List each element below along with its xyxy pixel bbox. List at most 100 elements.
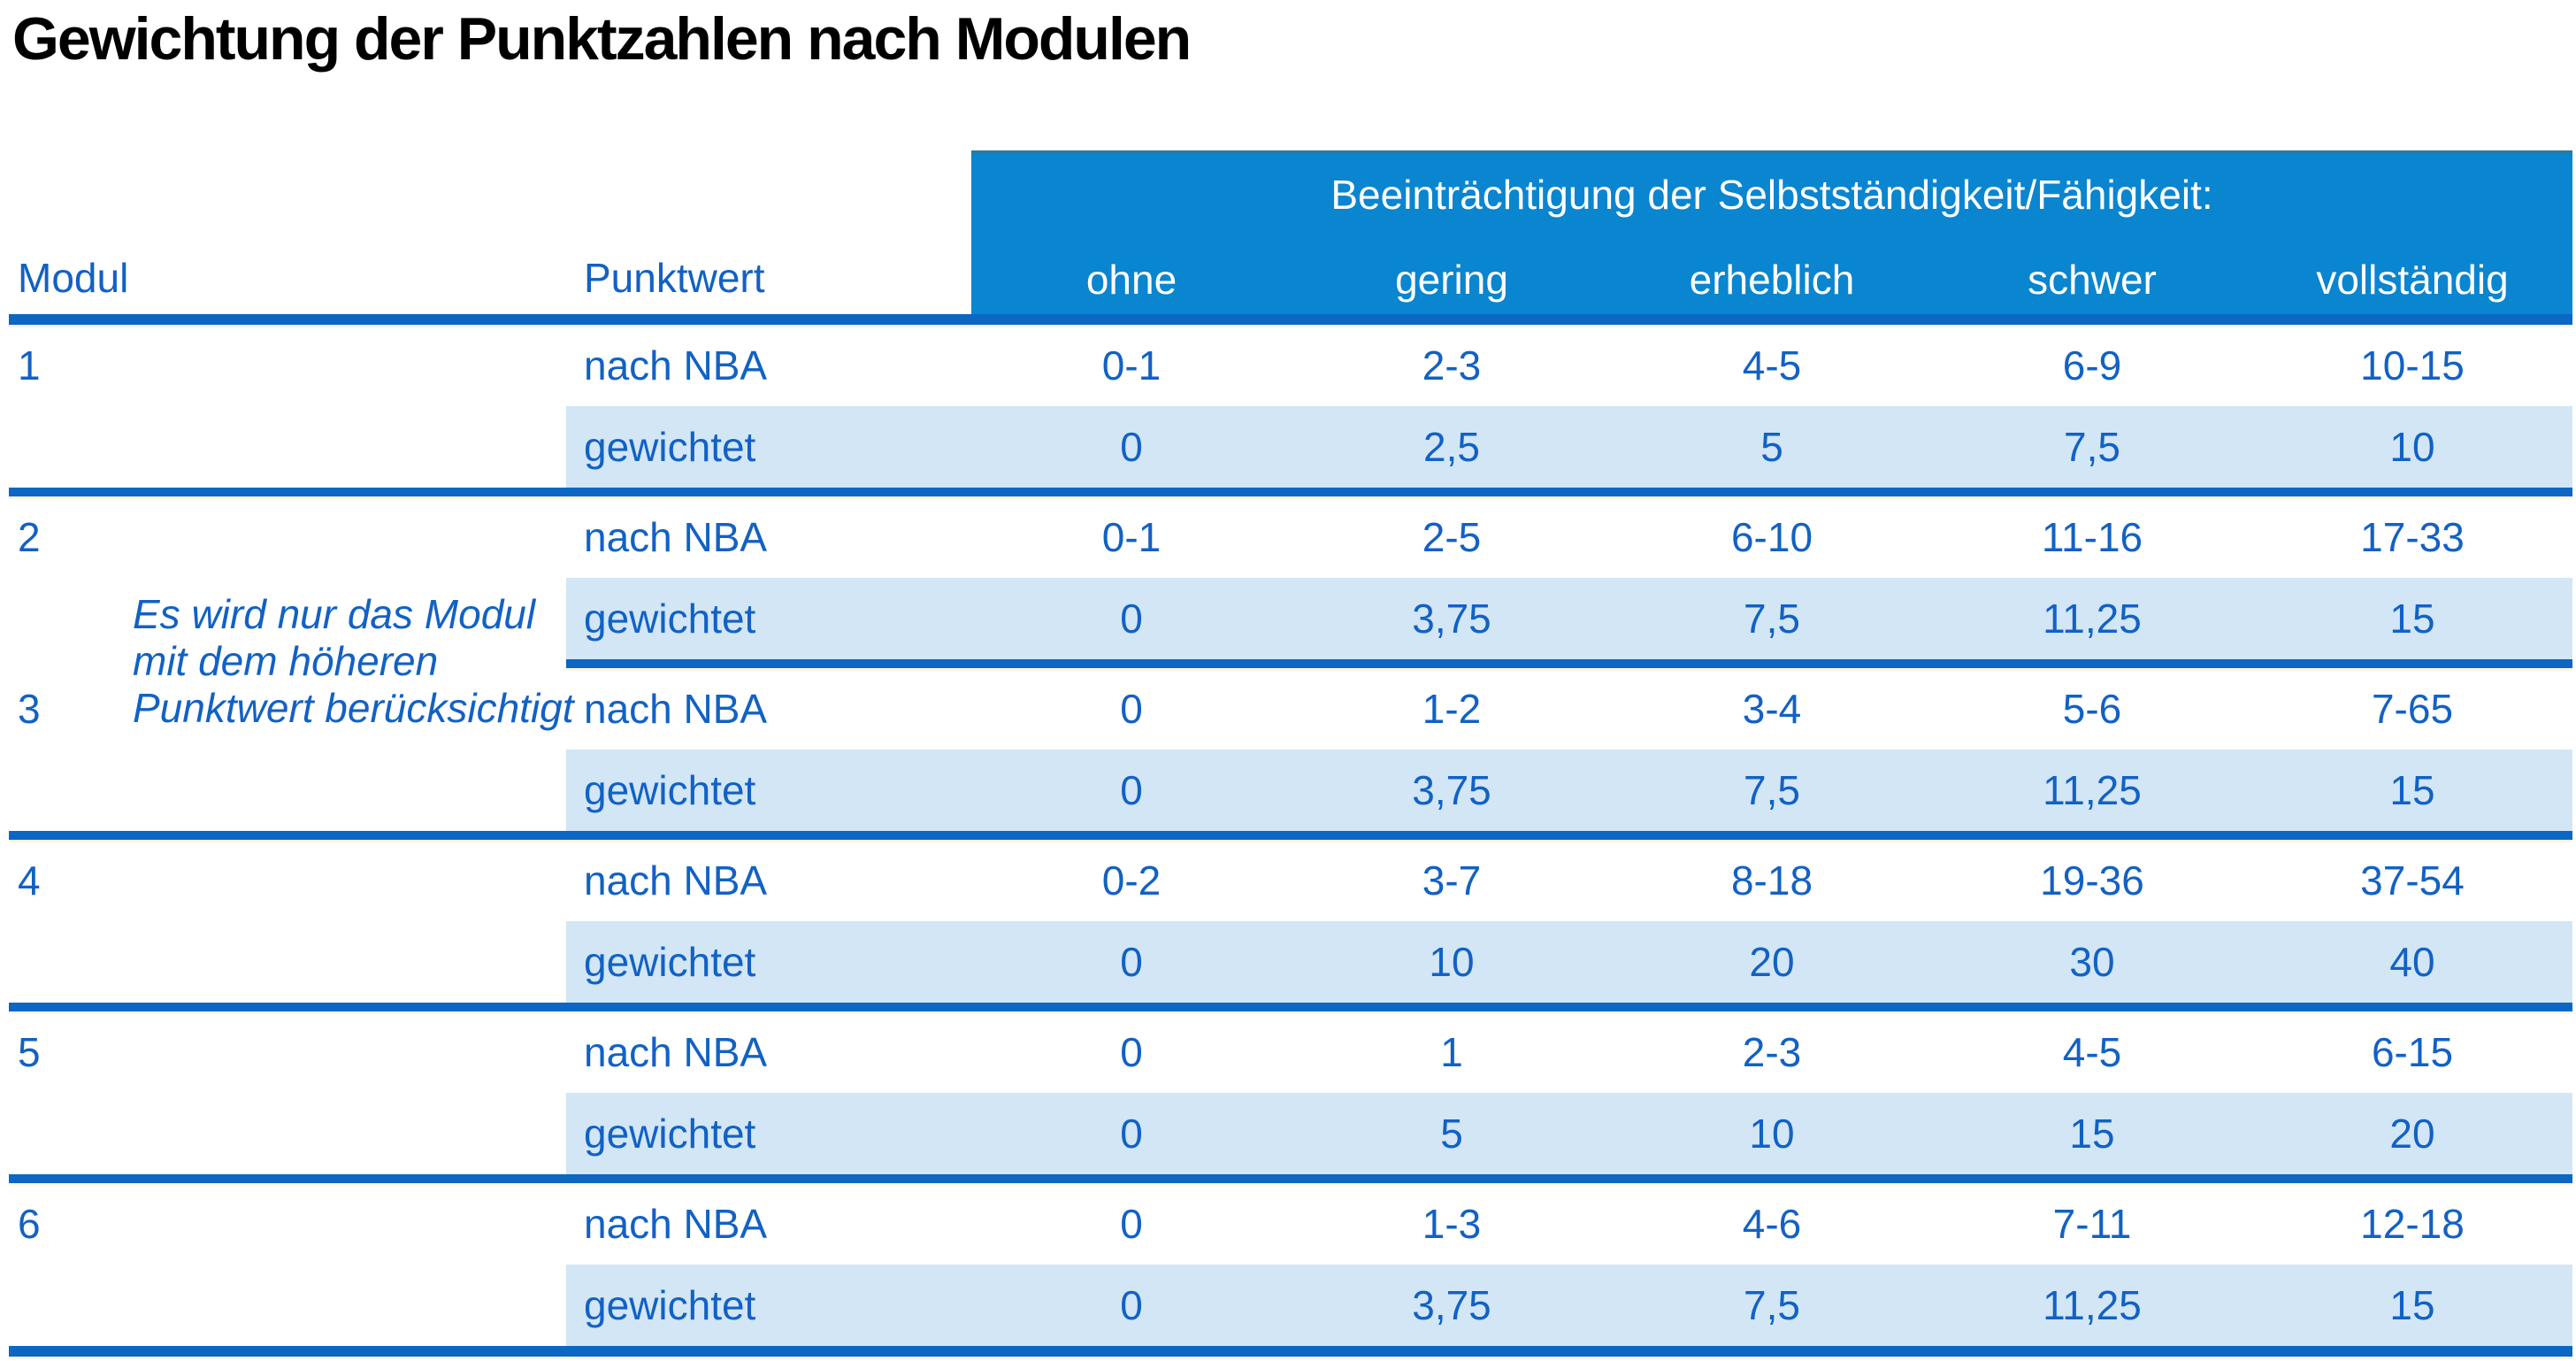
value-cell: 17-33: [2360, 514, 2465, 560]
module-number: 5: [18, 1029, 41, 1075]
row-label-gewichtet: gewichtet: [584, 939, 756, 985]
module-number: 2: [18, 514, 41, 560]
value-cell: 0: [1120, 424, 1143, 470]
value-cell: 11,25: [2043, 767, 2142, 813]
table-row: 2 nach NBA 0-1 2-5 6-10 11-16 17-33: [0, 496, 2572, 578]
value-cell: 7-11: [2052, 1201, 2132, 1247]
header-rule: [9, 314, 2572, 325]
value-cell: 4-5: [2062, 1029, 2122, 1075]
table-row: gewichtet 0 2,5 5 7,5 10: [0, 406, 2572, 488]
note-line: Es wird nur das Modul: [133, 591, 536, 637]
value-cell: 15: [2389, 1282, 2435, 1328]
row-label-nach-nba: nach NBA: [584, 1029, 768, 1075]
value-cell: 30: [2069, 939, 2115, 985]
value-cell: 4-5: [1742, 342, 1802, 388]
value-cell: 3,75: [1412, 1282, 1491, 1328]
value-cell: 2,5: [1423, 424, 1480, 470]
note-modules-2-3: Es wird nur das Modul mit dem höheren Pu…: [133, 591, 574, 732]
value-cell: 0: [1120, 686, 1143, 732]
value-cell: 20: [1749, 939, 1795, 985]
value-cell: 6-15: [2371, 1029, 2454, 1075]
value-cell: 0: [1120, 767, 1143, 813]
value-cell: 6-9: [2062, 342, 2122, 388]
value-cell: 7,5: [1744, 596, 1800, 642]
value-cell: 10: [1429, 939, 1475, 985]
row-label-gewichtet: gewichtet: [584, 767, 756, 813]
module-number: 4: [18, 857, 41, 903]
value-cell: 0: [1120, 1029, 1143, 1075]
value-cell: 2-5: [1422, 514, 1482, 560]
row-label-nach-nba: nach NBA: [584, 857, 768, 903]
row-label-nach-nba: nach NBA: [584, 342, 768, 388]
module-separator: [9, 1003, 2572, 1011]
column-header-schwer: schwer: [2028, 257, 2157, 303]
impairment-header-title: Beeinträchtigung der Selbstständigkeit/F…: [1330, 172, 2213, 218]
value-cell: 10: [1749, 1111, 1795, 1157]
column-header-erheblich: erheblich: [1689, 257, 1855, 303]
impairment-level-row: ohne gering erheblich schwer vollständig: [971, 256, 2572, 304]
table-row: 4 nach NBA 0-2 3-7 8-18 19-36 37-54: [0, 840, 2572, 921]
value-cell: 3-7: [1422, 857, 1482, 903]
value-cell: 10: [2389, 424, 2435, 470]
row-label-gewichtet: gewichtet: [584, 596, 756, 642]
module-separator-partial: [566, 659, 2572, 668]
module-number: 1: [18, 342, 41, 388]
value-cell: 15: [2069, 1111, 2115, 1157]
value-cell: 0-1: [1101, 342, 1162, 388]
row-label-gewichtet: gewichtet: [584, 424, 756, 470]
value-cell: 1-3: [1422, 1201, 1482, 1247]
value-cell: 8-18: [1730, 857, 1813, 903]
value-cell: 40: [2389, 939, 2435, 985]
value-cell: 0: [1120, 1282, 1143, 1328]
table-row: 3 nach NBA 0 1-2 3-4 5-6 7-65: [0, 668, 2572, 750]
row-label-gewichtet: gewichtet: [584, 1111, 756, 1157]
table-bottom-rule: [9, 1346, 2572, 1357]
value-cell: 19-36: [2040, 857, 2144, 903]
row-label-nach-nba: nach NBA: [584, 514, 768, 560]
table-row: 5 nach NBA 0 1 2-3 4-5 6-15: [0, 1011, 2572, 1093]
table-header: Modul Punktwert Beeinträchtigung der Sel…: [0, 150, 2572, 314]
row-label-nach-nba: nach NBA: [584, 1201, 768, 1247]
table-row: 6 nach NBA 0 1-3 4-6 7-11 12-18: [0, 1183, 2572, 1265]
module-separator: [9, 831, 2572, 840]
column-header-ohne: ohne: [1085, 257, 1177, 303]
value-cell: 0: [1120, 596, 1143, 642]
value-cell: 1-2: [1422, 686, 1482, 732]
column-header-punktwert: Punktwert: [584, 255, 765, 301]
value-cell: 0: [1120, 1201, 1143, 1247]
value-cell: 20: [2389, 1111, 2435, 1157]
value-cell: 1: [1440, 1029, 1463, 1075]
module-number: 6: [18, 1201, 41, 1247]
value-cell: 3,75: [1412, 596, 1491, 642]
value-cell: 6-10: [1730, 514, 1813, 560]
value-cell: 5-6: [2062, 686, 2122, 732]
value-cell: 7,5: [1744, 767, 1800, 813]
table-row: 1 nach NBA 0-1 2-3 4-5 6-9 10-15: [0, 325, 2572, 406]
value-cell: 5: [1760, 424, 1783, 470]
module-number: 3: [18, 686, 41, 732]
value-cell: 7-65: [2371, 686, 2454, 732]
value-cell: 11,25: [2043, 1282, 2142, 1328]
value-cell: 0: [1120, 939, 1143, 985]
column-header-vollstaendig: vollständig: [2316, 257, 2509, 303]
note-line: mit dem höheren: [133, 638, 439, 684]
module-separator: [9, 488, 2572, 496]
row-label-gewichtet: gewichtet: [584, 1282, 756, 1328]
value-cell: 7,5: [1744, 1282, 1800, 1328]
table-row: gewichtet 0 3,75 7,5 11,25 15: [0, 578, 2572, 659]
value-cell: 37-54: [2360, 857, 2465, 903]
impairment-header-block: Beeinträchtigung der Selbstständigkeit/F…: [971, 150, 2572, 314]
module-separator: [9, 1174, 2572, 1183]
table-row: gewichtet 0 10 20 30 40: [0, 921, 2572, 1003]
table-row: gewichtet 0 3,75 7,5 11,25 15: [0, 1265, 2572, 1346]
value-cell: 2-3: [1742, 1029, 1802, 1075]
value-cell: 15: [2389, 596, 2435, 642]
value-cell: 4-6: [1742, 1201, 1802, 1247]
value-cell: 7,5: [2064, 424, 2120, 470]
value-cell: 5: [1440, 1111, 1463, 1157]
weighting-table: Modul Punktwert Beeinträchtigung der Sel…: [0, 150, 2572, 1357]
column-header-gering: gering: [1395, 257, 1508, 303]
value-cell: 11,25: [2043, 596, 2142, 642]
table-row: gewichtet 0 3,75 7,5 11,25 15: [0, 750, 2572, 831]
value-cell: 0-2: [1101, 857, 1162, 903]
